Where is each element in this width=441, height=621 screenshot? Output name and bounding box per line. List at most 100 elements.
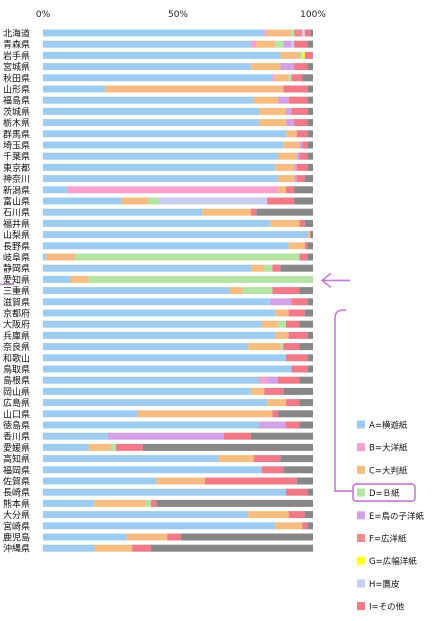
bar-segment (43, 219, 270, 227)
bar-segment (264, 387, 284, 395)
bar-segment (277, 186, 286, 194)
bar-segment (275, 331, 289, 339)
category-label: 北海道 (3, 28, 30, 40)
category-label: 福岡県 (3, 464, 30, 476)
bar-segment (43, 197, 122, 205)
bar-segment (43, 242, 289, 250)
bar-segment (43, 466, 262, 474)
bar-segment (43, 40, 251, 48)
category-label: 宮城県 (3, 61, 30, 73)
bar-segment (43, 343, 249, 351)
bar-segment (291, 40, 295, 48)
bar-segment (307, 152, 313, 160)
category-label: 山形県 (3, 84, 30, 96)
bar-segment (43, 119, 259, 127)
bar-segment (302, 522, 308, 530)
category-label: 福井県 (3, 218, 30, 230)
legend-swatch (357, 602, 365, 611)
bar-segment (296, 163, 308, 171)
bar-segment (272, 287, 300, 295)
bar-segment (43, 163, 276, 171)
arrow-head (320, 272, 332, 289)
bar-segment (302, 74, 313, 82)
bar-segment (291, 365, 308, 373)
bar-segment (107, 432, 224, 440)
bar-segment (223, 432, 251, 440)
legend-label: I=その他 (369, 602, 405, 613)
bar-segment (43, 511, 249, 519)
bar-segment (294, 40, 308, 48)
bar-segment (283, 141, 300, 149)
legend-swatch (357, 579, 365, 588)
bar-segment (283, 85, 308, 93)
category-label: 神奈川 (3, 173, 30, 185)
bar-segment (253, 455, 281, 463)
category-label: 福島県 (3, 95, 30, 107)
bar-segment (307, 365, 313, 373)
bar-segment (307, 488, 313, 496)
bar-segment (302, 141, 308, 149)
bar-segment (286, 130, 297, 138)
bar-segment (43, 287, 230, 295)
bar-segment (43, 231, 308, 239)
bar-segment (88, 275, 314, 283)
bar-segment (304, 511, 313, 519)
bar-segment (272, 264, 281, 272)
legend-label: G=広幅洋紙 (369, 556, 417, 567)
legend: A=横遊紙 B=大洋紙 C=大判紙 D=Ｂ紙 E=鳥の子洋紙 F=広洋紙 G=広幅洋紙 H=鷹… (357, 420, 424, 613)
bar-segment (286, 488, 308, 496)
bar-segment (43, 421, 259, 429)
bar-segment (94, 544, 133, 552)
bar-segment (294, 29, 303, 37)
bar-segment (205, 477, 297, 485)
bar-segment (259, 119, 286, 127)
category-label: 奈良県 (3, 341, 30, 353)
bar-segment (310, 29, 313, 37)
bar-segment (307, 85, 313, 93)
bar-segment (307, 242, 313, 250)
category-label: 京都府 (3, 308, 30, 320)
bar-segment (248, 511, 289, 519)
bar-segment (291, 298, 308, 306)
bar-segment (43, 331, 276, 339)
bar-segment (250, 63, 281, 71)
bar-segment (283, 387, 313, 395)
bar-segment (302, 29, 305, 37)
bar-segment (299, 287, 313, 295)
bar-segment (288, 331, 308, 339)
bar-segment (286, 186, 295, 194)
bar-segment (296, 152, 300, 160)
bar-segment (286, 107, 292, 115)
bar-segment (277, 320, 286, 328)
category-label: 和歌山 (3, 352, 30, 364)
bar-segment (43, 264, 251, 272)
bar-segment (43, 186, 68, 194)
category-label: 富山県 (3, 196, 30, 208)
category-label: 島根県 (3, 375, 30, 387)
bars (43, 29, 314, 552)
bar-segment (261, 320, 278, 328)
category-label: 新潟県 (3, 184, 30, 196)
bar-segment (43, 455, 219, 463)
legend-label: D=Ｂ紙 (369, 488, 400, 499)
bar-segment (277, 96, 289, 104)
bar-segment (43, 354, 286, 362)
bar-segment (286, 354, 308, 362)
bar-segment (43, 399, 268, 407)
rounded-rectangle-annotation (352, 483, 416, 502)
bar-segment (259, 421, 286, 429)
bar-segment (296, 130, 308, 138)
bar-segment (272, 410, 278, 418)
bar-segment (159, 197, 268, 205)
category-label: 大分県 (3, 509, 30, 521)
x-axis-ticks: 0% 50% 100% (36, 10, 326, 20)
bar-segment (67, 186, 278, 194)
bar-segment (75, 253, 300, 261)
legend-label: E=鳥の子洋紙 (369, 511, 424, 522)
category-label: 兵庫県 (3, 330, 30, 342)
category-label: 山梨県 (3, 229, 30, 241)
x-tick-label: 50% (168, 10, 188, 20)
category-label: 千葉県 (3, 151, 30, 163)
bar-segment (280, 51, 300, 59)
bar-segment (288, 96, 308, 104)
